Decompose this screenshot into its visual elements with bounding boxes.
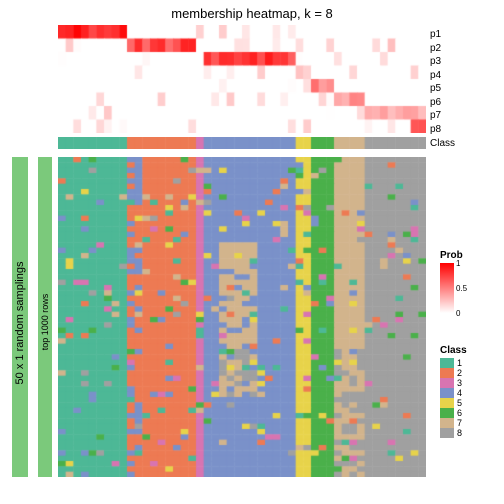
row-label: p5 [430,83,441,94]
class-legend-item: 8 [440,428,467,438]
class-swatch [440,428,454,438]
row-label: Class [430,138,455,149]
chart-title: membership heatmap, k = 8 [171,6,333,21]
prob-tick: 0.5 [456,284,467,293]
class-swatch [440,358,454,368]
class-legend-title: Class [440,345,467,356]
prob-gradient: 10.50 [440,263,454,313]
prob-tick: 0 [456,309,460,318]
rows-label: top 1000 rows [40,242,50,402]
row-label: p2 [430,43,441,54]
row-label: p1 [430,29,441,40]
class-label: 5 [457,398,462,408]
main-heatmap [58,157,426,477]
prob-tick: 1 [456,259,460,268]
row-label: p7 [430,110,441,121]
class-swatch [440,368,454,378]
prob-heatmap [58,25,426,133]
class-label: 2 [457,368,462,378]
class-swatch [440,418,454,428]
prob-legend: Prob 10.50 [440,250,463,313]
class-legend-item: 2 [440,368,467,378]
class-legend: Class 12345678 [440,345,467,438]
class-label: 3 [457,378,462,388]
class-swatch [440,388,454,398]
class-legend-item: 6 [440,408,467,418]
class-label: 4 [457,388,462,398]
class-swatch [440,408,454,418]
sampling-label: 50 x 1 random samplings [14,243,26,403]
class-label: 8 [457,428,462,438]
row-label: p3 [430,56,441,67]
class-strip [58,137,426,149]
class-swatch [440,398,454,408]
row-label: p4 [430,70,441,81]
class-label: 1 [457,358,462,368]
class-legend-item: 1 [440,358,467,368]
row-label: p6 [430,97,441,108]
class-label: 7 [457,418,462,428]
class-legend-item: 4 [440,388,467,398]
class-swatch [440,378,454,388]
row-label: p8 [430,124,441,135]
class-legend-item: 5 [440,398,467,408]
class-label: 6 [457,408,462,418]
class-legend-item: 7 [440,418,467,428]
class-legend-item: 3 [440,378,467,388]
